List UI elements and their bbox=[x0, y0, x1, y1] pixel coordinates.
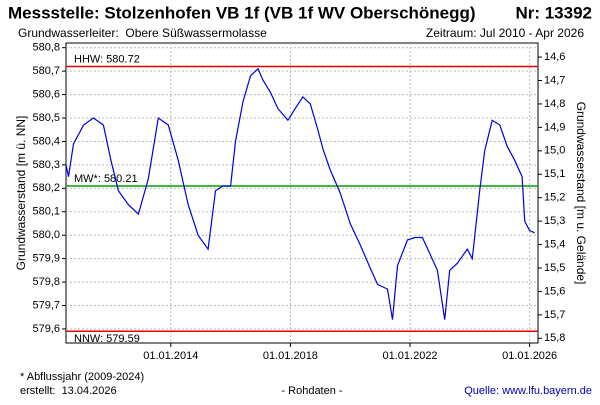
y-tick-label: 580,1 bbox=[32, 206, 60, 218]
y-tick-label: 580,8 bbox=[32, 42, 60, 54]
y-tick-label: 579,7 bbox=[32, 299, 60, 311]
source: Quelle: www.lfu.bayern.de bbox=[464, 385, 592, 397]
y-tick-label: 579,8 bbox=[32, 276, 60, 288]
y2-tick-label: 15,5 bbox=[544, 262, 565, 274]
reference-label: NNW: 579.59 bbox=[74, 333, 140, 345]
y2-tick-label: 15,8 bbox=[544, 332, 565, 344]
x-tick-label: 01.01.2014 bbox=[143, 350, 198, 362]
reference-label: HHW: 580.72 bbox=[74, 53, 140, 65]
y2-tick-label: 14,7 bbox=[544, 74, 565, 86]
y2-tick-label: 14,9 bbox=[544, 121, 565, 133]
y2-tick-label: 15,0 bbox=[544, 145, 565, 157]
y-tick-label: 580,0 bbox=[32, 229, 60, 241]
y-tick-label: 579,9 bbox=[32, 253, 60, 265]
y-tick-label: 580,3 bbox=[32, 159, 60, 171]
chart-title: Messstelle: Stolzenhofen VB 1f (VB 1f WV… bbox=[8, 3, 476, 22]
y-tick-label: 580,7 bbox=[32, 65, 60, 77]
y2-axis-label: Grundwasserstand [m u. Gelände] bbox=[574, 102, 588, 285]
y-tick-label: 580,2 bbox=[32, 182, 60, 194]
created-date: erstellt: 13.04.2026 bbox=[20, 385, 117, 397]
y2-tick-label: 15,3 bbox=[544, 215, 565, 227]
y2-tick-label: 15,4 bbox=[544, 238, 565, 250]
plot-area bbox=[65, 42, 539, 344]
y2-tick-label: 15,7 bbox=[544, 309, 565, 321]
subtitle-left: Grundwasserleiter: Obere Süßwassermolass… bbox=[18, 26, 267, 40]
reference-label: MW*: 580.21 bbox=[74, 173, 138, 185]
y2-tick-label: 14,8 bbox=[544, 98, 565, 110]
x-tick-label: 01.01.2018 bbox=[263, 350, 318, 362]
y-tick-label: 580,6 bbox=[32, 88, 60, 100]
raw-data-note: - Rohdaten - bbox=[281, 385, 342, 397]
y2-tick-label: 15,2 bbox=[544, 192, 565, 204]
station-number: Nr: 13392 bbox=[515, 3, 592, 22]
subtitle-right: Zeitraum: Jul 2010 - Apr 2026 bbox=[426, 26, 584, 40]
y-tick-label: 580,4 bbox=[32, 135, 60, 147]
y-axis-label: Grundwasserstand [m ü. NN] bbox=[14, 116, 28, 271]
y-tick-label: 579,6 bbox=[32, 323, 60, 335]
footnote: * Abflussjahr (2009-2024) bbox=[20, 371, 144, 383]
y2-tick-label: 15,1 bbox=[544, 168, 565, 180]
y2-tick-label: 15,6 bbox=[544, 285, 565, 297]
y-tick-label: 580,5 bbox=[32, 112, 60, 124]
data-line bbox=[65, 67, 535, 320]
x-tick-label: 01.01.2022 bbox=[383, 350, 438, 362]
y2-tick-label: 14,6 bbox=[544, 51, 565, 63]
x-tick-label: 01.01.2026 bbox=[502, 350, 557, 362]
